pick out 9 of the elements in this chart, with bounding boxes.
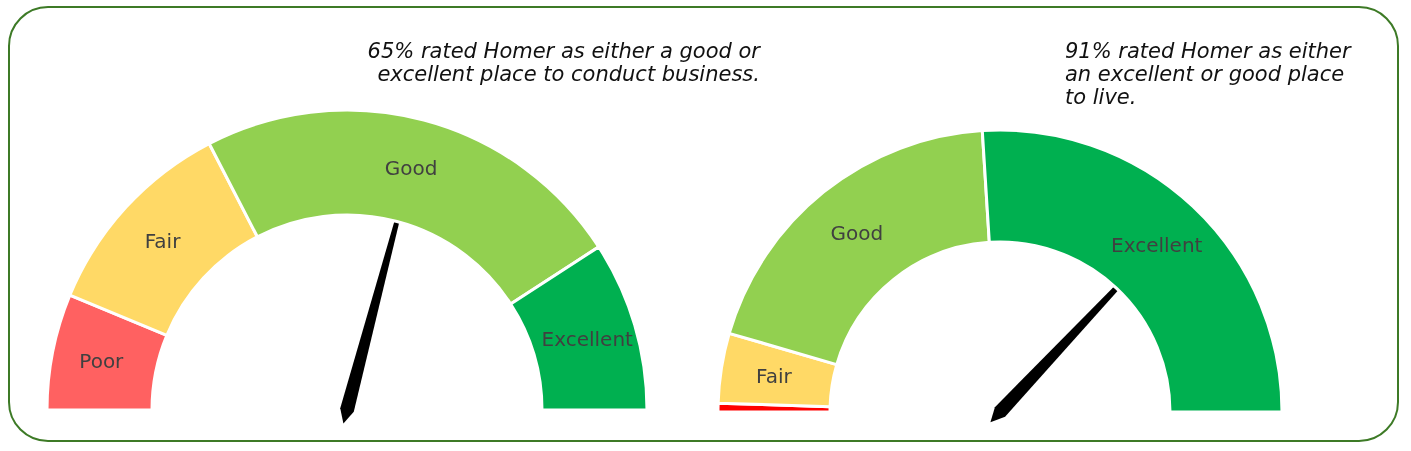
slice-label: Good xyxy=(384,155,438,180)
text: 65% rated Homer as either a good or excellent place to conduct business. xyxy=(366,39,760,86)
slice-label: Fair xyxy=(755,364,793,389)
text: 91% rated Homer as either an excellent or good place to live. xyxy=(1065,39,1353,109)
slice-label: Fair xyxy=(144,228,182,253)
slice-label: Good xyxy=(830,221,884,246)
slice-label: Excellent xyxy=(1111,233,1203,258)
slice-label: Poor xyxy=(79,349,125,374)
slice-label: Excellent xyxy=(541,326,634,351)
